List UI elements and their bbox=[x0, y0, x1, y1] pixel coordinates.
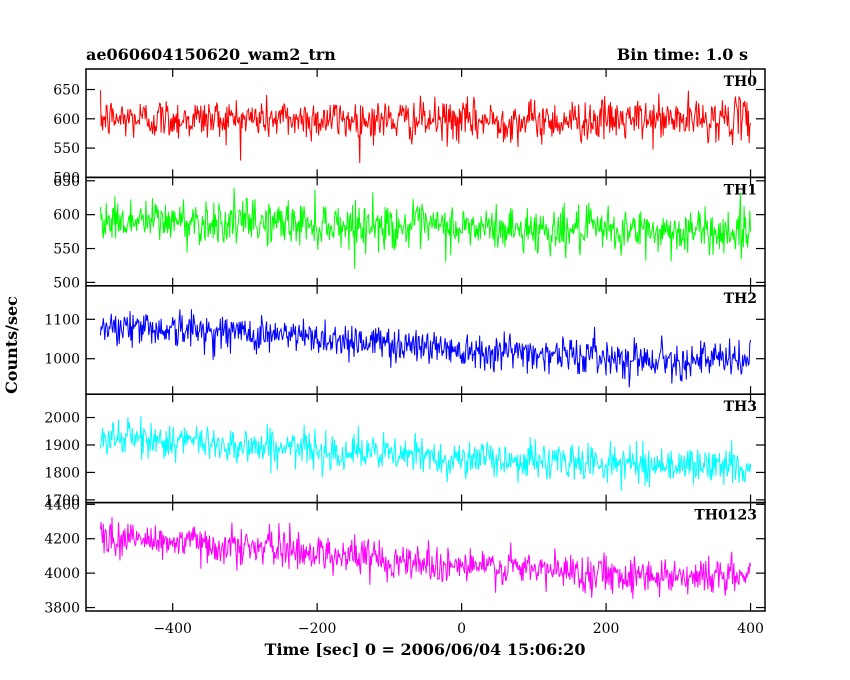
y-tick-label: 1000 bbox=[44, 352, 80, 368]
x-tick-labels: −400 −200 0 200 400 bbox=[153, 621, 763, 637]
x-tick-label: −200 bbox=[298, 621, 336, 637]
y-tick-label: 2000 bbox=[44, 411, 80, 427]
x-tick-label: −400 bbox=[153, 621, 191, 637]
y-tick-label: 1700 bbox=[44, 493, 80, 509]
y-tick-label: 3800 bbox=[44, 601, 80, 617]
y-tick-label: 1100 bbox=[44, 312, 80, 328]
panel-th0: 500 550 600 650 TH0 bbox=[53, 68, 766, 186]
panel-th1: 500 550 600 650 TH1 bbox=[53, 174, 766, 291]
series-trace-th0 bbox=[99, 90, 752, 164]
panel-frame bbox=[85, 393, 766, 504]
x-tick-label: 0 bbox=[457, 621, 466, 637]
y-tick-label: 650 bbox=[53, 83, 80, 99]
y-tick-label: 1900 bbox=[44, 438, 80, 454]
y-tick-label: 600 bbox=[53, 112, 80, 128]
y-tick-label: 4200 bbox=[44, 532, 80, 548]
panel-frame bbox=[85, 285, 766, 395]
panel-th0123: 3800 4000 4200 4400 TH0123 bbox=[44, 497, 766, 617]
x-tick-label: 400 bbox=[737, 621, 764, 637]
y-tick-label: 600 bbox=[53, 208, 80, 224]
x-axis-label: Time [sec] 0 = 2006/06/04 15:06:20 bbox=[265, 640, 586, 659]
panel-th2: 1000 1100 TH2 bbox=[44, 285, 766, 395]
series-trace-th2 bbox=[99, 309, 752, 388]
panel-label: TH0123 bbox=[694, 508, 757, 524]
y-tick-label: 1800 bbox=[44, 465, 80, 481]
x-tick-label: 200 bbox=[593, 621, 620, 637]
panel-th3: 1700 1800 1900 2000 TH3 bbox=[44, 393, 766, 509]
y-tick-label: 550 bbox=[53, 141, 80, 157]
y-tick-label: 550 bbox=[53, 242, 80, 258]
y-tick-label: 500 bbox=[53, 275, 80, 291]
panel-label: TH0 bbox=[724, 74, 758, 90]
panel-stack: 500 550 600 650 TH0 500 550 600 650 TH1 1000 1100 TH… bbox=[44, 68, 766, 617]
y-tick-label: 500 bbox=[53, 170, 80, 186]
bin-time-label: Bin time: 1.0 s bbox=[617, 45, 748, 64]
panel-label: TH3 bbox=[724, 399, 757, 415]
chart-title: ae060604150620_wam2_trn bbox=[86, 45, 336, 64]
y-tick-label: 650 bbox=[53, 174, 80, 190]
series-trace-th3 bbox=[99, 416, 752, 492]
series-trace-th0123 bbox=[99, 517, 752, 599]
panel-frame bbox=[85, 501, 766, 612]
y-axis-label: Counts/sec bbox=[2, 296, 21, 394]
panel-label: TH1 bbox=[724, 182, 757, 198]
panel-label: TH2 bbox=[724, 291, 757, 307]
y-tick-label: 4400 bbox=[44, 497, 80, 513]
y-tick-label: 4000 bbox=[44, 566, 80, 582]
series-trace-th1 bbox=[99, 187, 752, 269]
